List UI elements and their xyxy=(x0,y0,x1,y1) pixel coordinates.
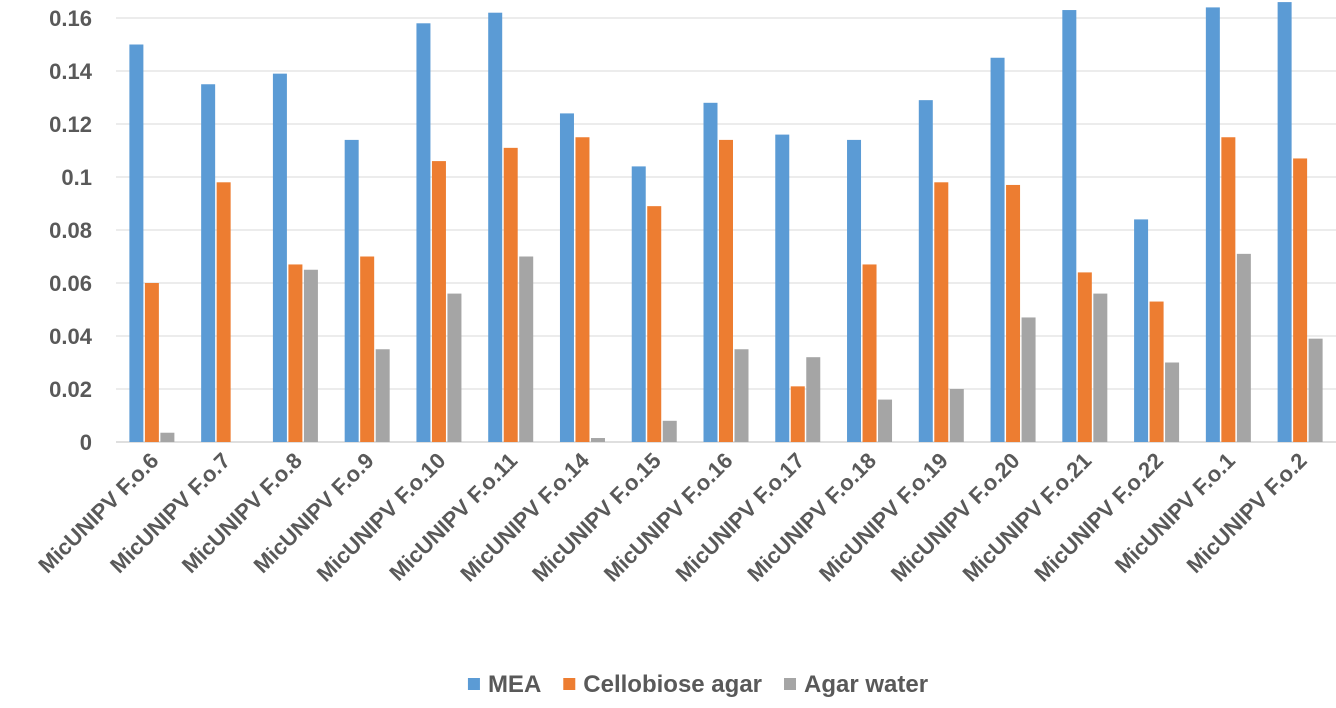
legend-swatch xyxy=(784,678,797,690)
bar xyxy=(1077,272,1092,442)
bar xyxy=(631,166,646,442)
x-category-label: MicUNIPV F.o.18 xyxy=(742,448,881,587)
bar xyxy=(847,139,862,442)
legend-label: MEA xyxy=(488,671,541,698)
x-category-label: MicUNIPV F.o.1 xyxy=(1110,448,1240,578)
bars xyxy=(129,2,1323,443)
x-category-label: MicUNIPV F.o.22 xyxy=(1029,448,1168,587)
bar xyxy=(647,206,662,442)
x-category-label: MicUNIPV F.o.6 xyxy=(33,448,163,578)
legend-swatch xyxy=(467,678,480,690)
bar xyxy=(447,293,462,442)
bar xyxy=(375,349,390,442)
bar xyxy=(216,182,231,443)
x-category-label: MicUNIPV F.o.11 xyxy=(384,448,522,586)
y-tick-label: 0.08 xyxy=(49,218,92,243)
bar xyxy=(559,113,574,443)
bar xyxy=(488,12,503,442)
y-axis-ticks: 0 0.02 0.04 0.06 0.08 0.1 0.12 0.14 0.16 xyxy=(49,6,93,455)
bar xyxy=(1149,301,1164,442)
legend-label: Agar water xyxy=(804,671,928,698)
bar xyxy=(360,256,375,442)
bar xyxy=(790,386,805,442)
bar xyxy=(1277,2,1292,442)
bar xyxy=(590,438,605,442)
y-tick-label: 0.04 xyxy=(49,324,93,349)
bar xyxy=(918,100,933,443)
bar xyxy=(806,357,821,442)
x-category-label: MicUNIPV F.o.15 xyxy=(527,448,666,587)
bar xyxy=(303,269,318,442)
bar xyxy=(575,137,590,442)
bar xyxy=(416,23,431,443)
bar xyxy=(1134,219,1149,442)
bar xyxy=(934,182,949,443)
bar xyxy=(201,84,216,442)
bar xyxy=(344,139,359,442)
bar xyxy=(288,264,303,442)
bar xyxy=(990,57,1005,442)
x-category-label: MicUNIPV F.o.9 xyxy=(249,448,379,578)
bar xyxy=(503,147,518,442)
bar xyxy=(1062,10,1077,443)
y-tick-label: 0.16 xyxy=(49,6,92,31)
x-category-label: MicUNIPV F.o.16 xyxy=(599,448,738,587)
legend-label: Cellobiose agar xyxy=(583,671,762,698)
bar xyxy=(129,44,144,442)
y-tick-label: 0.06 xyxy=(49,271,92,296)
bar xyxy=(662,420,677,442)
x-category-label: MicUNIPV F.o.20 xyxy=(886,448,1025,587)
x-category-label: MicUNIPV F.o.2 xyxy=(1182,448,1312,578)
bar xyxy=(160,432,175,442)
bar xyxy=(431,161,446,442)
bar xyxy=(1236,253,1251,442)
bar xyxy=(1308,338,1323,442)
legend-swatch xyxy=(563,678,576,690)
bar xyxy=(703,102,718,443)
bar xyxy=(144,283,159,442)
y-tick-label: 0.1 xyxy=(61,165,92,190)
bar xyxy=(1006,184,1021,442)
y-tick-label: 0.02 xyxy=(49,377,92,402)
x-category-label: MicUNIPV F.o.7 xyxy=(105,448,235,578)
bar xyxy=(1021,317,1036,442)
y-tick-label: 0.14 xyxy=(49,59,93,84)
bar xyxy=(878,399,893,442)
y-tick-label: 0 xyxy=(80,430,92,455)
bar xyxy=(949,389,964,442)
bar xyxy=(734,349,749,442)
x-category-label: MicUNIPV F.o.17 xyxy=(671,448,810,587)
bar xyxy=(1093,293,1108,442)
bar xyxy=(1205,7,1220,443)
bar xyxy=(272,73,287,443)
bar xyxy=(1293,158,1308,442)
x-category-label: MicUNIPV F.o.14 xyxy=(455,447,594,586)
bar xyxy=(719,139,733,442)
bar xyxy=(862,264,877,442)
legend: MEA Cellobiose agar Agar water xyxy=(467,671,928,698)
x-category-label: MicUNIPV F.o.8 xyxy=(177,448,307,578)
bar xyxy=(1221,137,1236,442)
bar xyxy=(519,256,534,442)
bar xyxy=(1165,362,1180,442)
bar xyxy=(775,134,790,442)
x-category-label: MicUNIPV F.o.10 xyxy=(312,448,451,587)
x-category-label: MicUNIPV F.o.21 xyxy=(958,448,1097,587)
x-category-label: MicUNIPV F.o.19 xyxy=(814,448,953,587)
y-tick-label: 0.12 xyxy=(49,112,92,137)
